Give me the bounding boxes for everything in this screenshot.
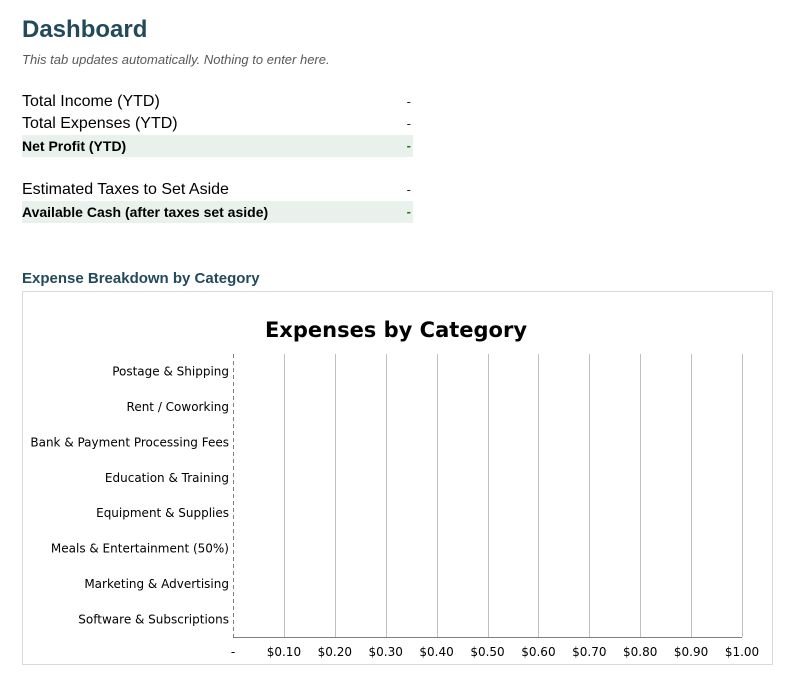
category-label: Bank & Payment Processing Fees <box>30 435 229 449</box>
total-income-label: Total Income (YTD) <box>22 93 160 110</box>
x-tick-label: - <box>231 645 235 659</box>
category-label: Equipment & Supplies <box>96 506 229 520</box>
page-subtitle: This tab updates automatically. Nothing … <box>22 52 330 67</box>
category-label: Meals & Entertainment (50%) <box>51 542 229 556</box>
estimated-taxes-label: Estimated Taxes to Set Aside <box>22 181 229 198</box>
net-profit-label: Net Profit (YTD) <box>22 138 127 154</box>
total-expenses-label: Total Expenses (YTD) <box>22 115 178 132</box>
estimated-taxes-row: Estimated Taxes to Set Aside - <box>22 179 413 201</box>
available-cash-row: Available Cash (after taxes set aside) - <box>22 201 413 223</box>
page-title: Dashboard <box>22 16 148 43</box>
category-label: Marketing & Advertising <box>84 577 229 591</box>
expense-breakdown-heading: Expense Breakdown by Category <box>22 270 260 287</box>
category-label: Education & Training <box>105 471 229 485</box>
net-profit-value: - <box>406 138 411 153</box>
category-label: Rent / Coworking <box>127 400 229 414</box>
estimated-taxes-value: - <box>406 182 411 197</box>
x-tick-label: $0.70 <box>572 645 606 659</box>
total-expenses-value: - <box>406 116 411 131</box>
total-expenses-row: Total Expenses (YTD) - <box>22 113 413 135</box>
x-tick-label: $0.50 <box>470 645 504 659</box>
x-tick-label: $0.30 <box>369 645 403 659</box>
expenses-chart-svg: Expenses by Category Postage & Shipping R… <box>30 318 759 659</box>
x-tick-label: $0.90 <box>674 645 708 659</box>
net-profit-row: Net Profit (YTD) - <box>22 135 413 157</box>
category-label: Software & Subscriptions <box>78 612 229 626</box>
x-tick-label: $1.00 <box>725 645 759 659</box>
chart-title: Expenses by Category <box>265 318 527 342</box>
x-tick-label: $0.40 <box>419 645 453 659</box>
x-tick-label: $0.80 <box>623 645 657 659</box>
expenses-chart: Expenses by Category Postage & Shipping R… <box>22 291 773 665</box>
x-tick-label: $0.60 <box>521 645 555 659</box>
total-income-row: Total Income (YTD) - <box>22 91 413 113</box>
total-income-value: - <box>406 94 411 109</box>
available-cash-label: Available Cash (after taxes set aside) <box>22 204 268 220</box>
available-cash-value: - <box>406 204 411 219</box>
x-tick-label: $0.10 <box>267 645 301 659</box>
category-label: Postage & Shipping <box>112 365 229 379</box>
x-tick-label: $0.20 <box>318 645 352 659</box>
